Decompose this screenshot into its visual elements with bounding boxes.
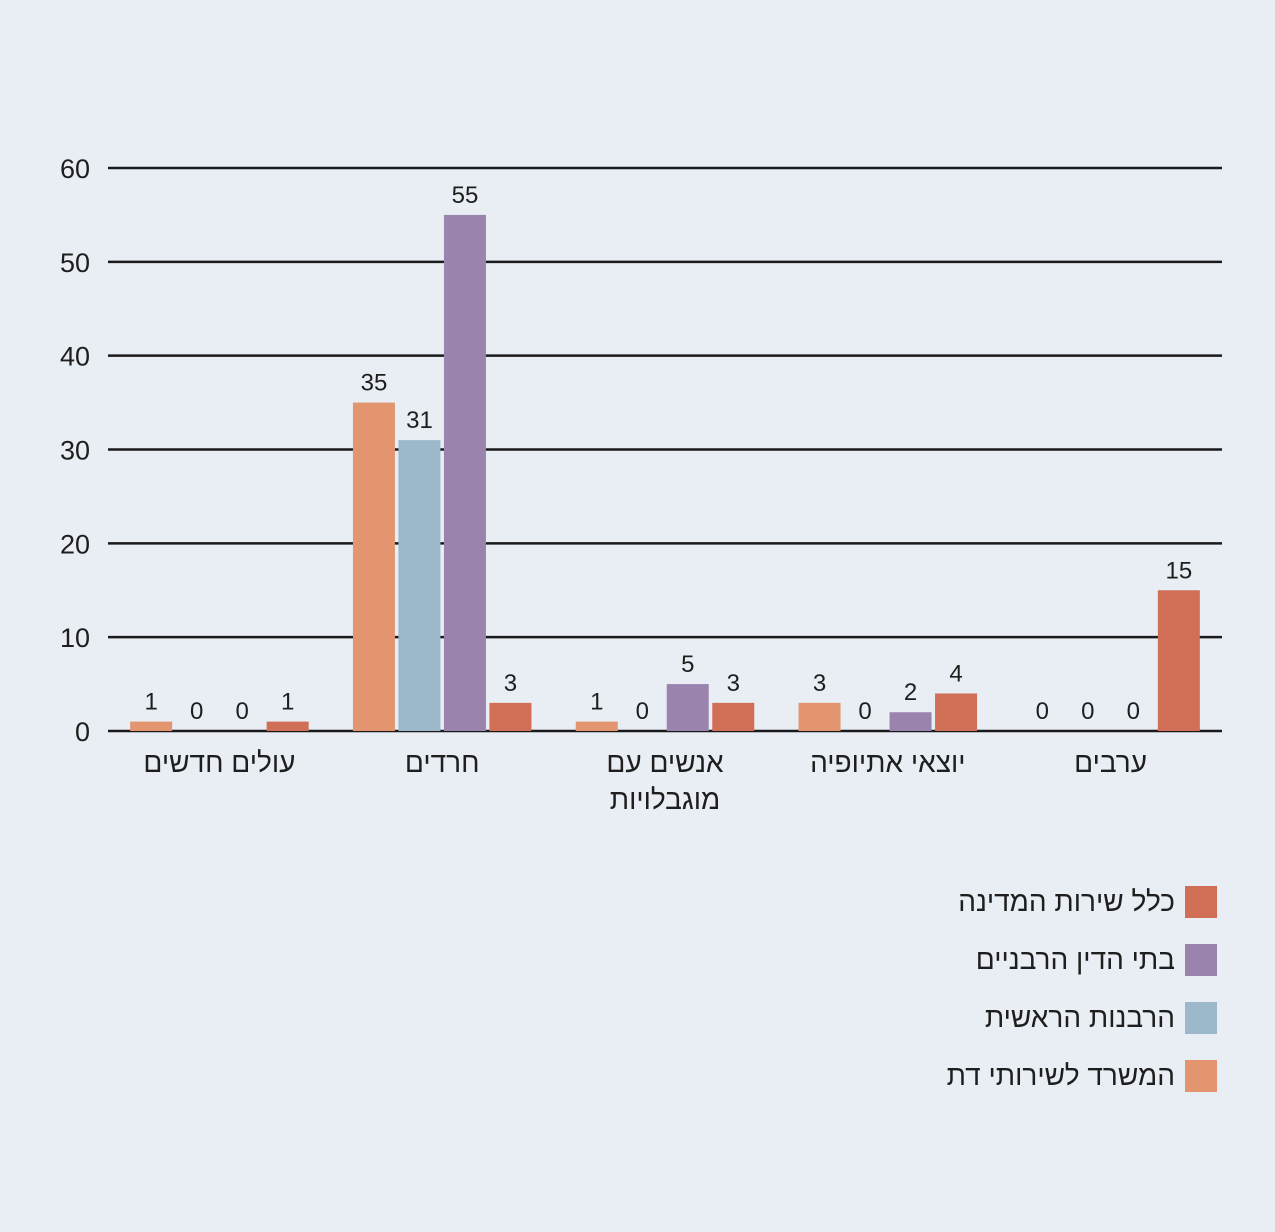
legend-label: בתי הדין הרבניים — [975, 944, 1175, 975]
legend-swatch — [1185, 1002, 1217, 1034]
x-category-label: חרדים — [405, 747, 480, 778]
bar — [1157, 590, 1200, 731]
y-tick-label: 20 — [60, 529, 90, 559]
bar — [352, 402, 395, 731]
data-label: 1 — [144, 689, 157, 716]
data-label: 55 — [452, 182, 479, 209]
bar — [575, 721, 618, 731]
legend-item: המשרד לשירותי דת — [947, 1060, 1217, 1092]
data-label: 0 — [1127, 698, 1140, 725]
data-label: 4 — [949, 660, 962, 687]
data-label: 0 — [858, 698, 871, 725]
data-label: 1 — [590, 689, 603, 716]
y-tick-label: 0 — [75, 717, 90, 747]
data-label: 3 — [504, 670, 517, 697]
legend-swatch — [1185, 886, 1217, 918]
bar — [266, 721, 309, 731]
bar — [935, 693, 978, 731]
y-tick-label: 60 — [60, 154, 90, 184]
x-category-label: מוגבלויות — [610, 784, 721, 815]
x-category-label: ערבים — [1074, 747, 1147, 778]
data-label: 1 — [281, 689, 294, 716]
data-label: 0 — [1036, 698, 1049, 725]
data-label: 2 — [904, 679, 917, 706]
y-tick-label: 50 — [60, 248, 90, 278]
y-tick-label: 30 — [60, 436, 90, 466]
x-category-label: עולים חדשים — [143, 747, 295, 778]
data-label: 0 — [636, 698, 649, 725]
x-category-label: אנשים עם — [606, 747, 724, 778]
bar — [489, 702, 532, 731]
data-label: 15 — [1165, 557, 1192, 584]
y-tick-label: 40 — [60, 342, 90, 372]
bar — [798, 702, 841, 731]
legend-swatch — [1185, 1060, 1217, 1092]
data-label: 5 — [681, 651, 694, 678]
legend-item: כלל שירות המדינה — [947, 886, 1217, 918]
data-label: 35 — [361, 370, 388, 397]
data-label: 3 — [727, 670, 740, 697]
legend-label: המשרד לשירותי דת — [946, 1060, 1175, 1091]
bar — [889, 712, 932, 731]
data-label: 0 — [190, 698, 203, 725]
x-category-label: יוצאי אתיופיה — [810, 747, 965, 778]
legend: כלל שירות המדינה בתי הדין הרבניים הרבנות ה… — [947, 886, 1217, 1092]
bar — [712, 702, 755, 731]
legend-label: הרבנות הראשית — [984, 1002, 1175, 1033]
legend-item: הרבנות הראשית — [947, 1002, 1217, 1034]
y-tick-label: 10 — [60, 623, 90, 653]
data-label: 31 — [406, 407, 433, 434]
bar — [443, 214, 486, 731]
legend-label: כלל שירות המדינה — [958, 886, 1175, 917]
data-label: 0 — [1081, 698, 1094, 725]
legend-item: בתי הדין הרבניים — [947, 944, 1217, 976]
data-label: 0 — [235, 698, 248, 725]
bar — [398, 440, 441, 731]
legend-swatch — [1185, 944, 1217, 976]
bar — [666, 684, 709, 731]
bar — [130, 721, 173, 731]
data-label: 3 — [813, 670, 826, 697]
